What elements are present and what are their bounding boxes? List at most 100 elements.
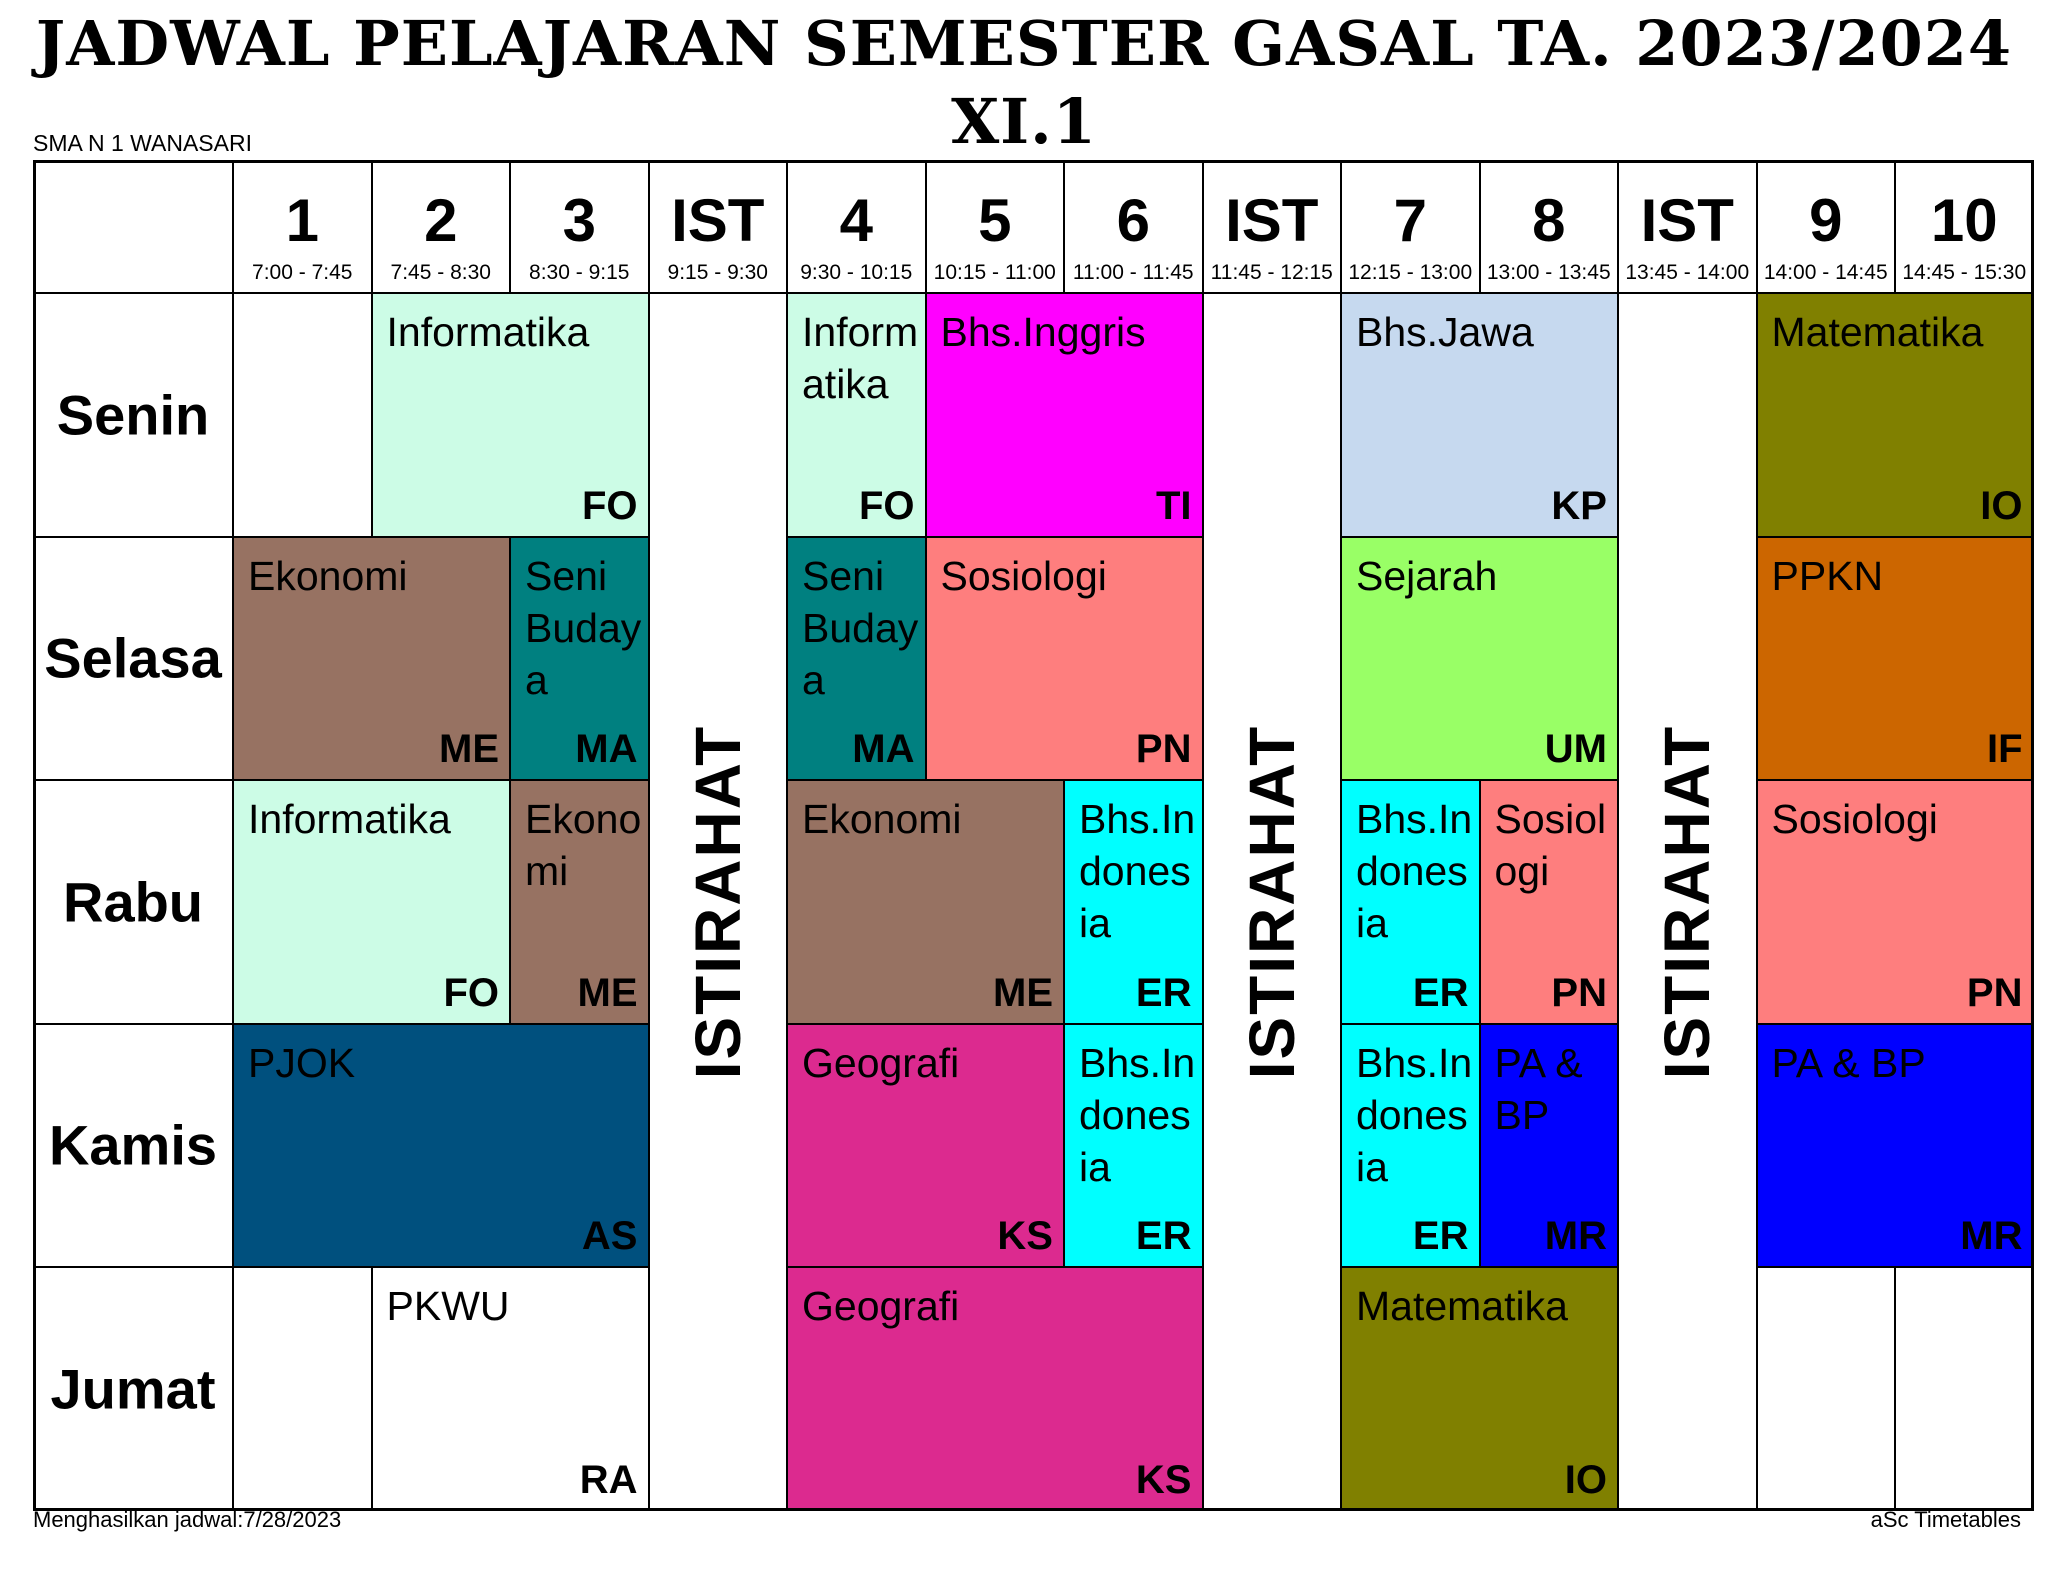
day-name: Selasa xyxy=(44,626,222,690)
lesson-teacher: FO xyxy=(858,483,915,528)
lesson-block[interactable]: Sosiologi PN xyxy=(1756,780,2034,1024)
period-time: 9:30 - 10:15 xyxy=(800,261,913,284)
period-time: 9:15 - 9:30 xyxy=(667,261,768,284)
period-time: 13:45 - 14:00 xyxy=(1625,261,1750,284)
lesson-block[interactable]: Sosiologi PN xyxy=(1479,780,1618,1024)
empty-slot xyxy=(1895,1267,2034,1511)
lesson-teacher: ME xyxy=(993,970,1053,1015)
lesson-subject: Bhs.Indonesia xyxy=(1079,1039,1196,1190)
lesson-block[interactable]: Ekonomi ME xyxy=(510,780,649,1024)
period-time: 14:45 - 15:30 xyxy=(1902,261,2027,284)
period-number: 8 xyxy=(1532,187,1566,254)
period-header: IST 11:45 - 12:15 xyxy=(1202,160,1341,293)
period-header: 8 13:00 - 13:45 xyxy=(1479,160,1618,293)
lesson-teacher: ME xyxy=(439,727,499,771)
period-number: IST xyxy=(1640,187,1734,254)
lesson-subject: Seni Budaya xyxy=(802,552,919,703)
lesson-block[interactable]: Informatika FO xyxy=(233,780,510,1024)
lesson-block[interactable]: PKWU RA xyxy=(371,1267,649,1511)
lesson-block[interactable]: Informatika FO xyxy=(787,293,926,537)
lesson-subject: Informatika xyxy=(248,796,451,842)
lesson-teacher: IF xyxy=(1986,727,2023,771)
lesson-teacher: ER xyxy=(1135,1214,1192,1258)
day-label-jumat: Jumat xyxy=(33,1267,233,1511)
lesson-subject: Seni Budaya xyxy=(525,552,642,703)
lesson-block[interactable]: PJOK AS xyxy=(233,1023,649,1267)
period-header: 3 8:30 - 9:15 xyxy=(510,160,649,293)
break-column: ISTIRAHAT xyxy=(648,293,787,1511)
lesson-block[interactable]: Geografi KS xyxy=(787,1267,1203,1511)
lesson-block[interactable]: Bhs.Indonesia ER xyxy=(1064,780,1203,1024)
lesson-block[interactable]: Sosiologi PN xyxy=(925,536,1203,780)
period-header: 5 10:15 - 11:00 xyxy=(925,160,1064,293)
period-time: 10:15 - 11:00 xyxy=(933,261,1056,284)
lesson-block[interactable]: Seni Budaya MA xyxy=(787,536,926,780)
lesson-block[interactable]: Bhs.Indonesia ER xyxy=(1064,1023,1203,1267)
lesson-block[interactable]: Matematika IO xyxy=(1756,293,2034,537)
lesson-teacher: PN xyxy=(1966,970,2023,1015)
lesson-block[interactable]: PPKN IF xyxy=(1756,536,2034,780)
lesson-subject: Sosiologi xyxy=(1771,796,1938,842)
lesson-teacher: PN xyxy=(1135,727,1192,771)
lesson-subject: Bhs.Indonesia xyxy=(1356,1039,1473,1190)
lesson-subject: Sejarah xyxy=(1356,552,1498,599)
period-time: 7:45 - 8:30 xyxy=(390,261,491,284)
lesson-block[interactable]: Bhs.Jawa KP xyxy=(1341,293,1618,537)
day-name: Kamis xyxy=(48,1113,218,1177)
lesson-teacher: AS xyxy=(581,1214,638,1258)
lesson-subject: PJOK xyxy=(248,1039,356,1086)
period-number: 5 xyxy=(978,187,1012,254)
lesson-teacher: PN xyxy=(1551,970,1607,1015)
lesson-subject: Ekonomi xyxy=(525,796,642,894)
period-time: 11:00 - 11:45 xyxy=(1072,261,1194,284)
lesson-teacher: MA xyxy=(575,727,638,771)
lesson-subject: PA & BP xyxy=(1494,1039,1583,1138)
lesson-block[interactable]: Ekonomi ME xyxy=(787,780,1064,1024)
lesson-block[interactable]: Seni Budaya MA xyxy=(510,536,649,780)
period-header: 6 11:00 - 11:45 xyxy=(1064,160,1203,293)
day-name: Jumat xyxy=(50,1357,216,1421)
period-time: 12:15 - 13:00 xyxy=(1348,261,1473,284)
lesson-teacher: RA xyxy=(579,1457,638,1502)
corner-cell xyxy=(33,160,233,293)
lesson-block[interactable]: Informatika FO xyxy=(371,293,649,537)
period-number: 4 xyxy=(839,187,873,254)
lesson-teacher: ER xyxy=(1412,1214,1469,1258)
lesson-block[interactable]: Bhs.Inggris TI xyxy=(925,293,1203,537)
school-name: SMA N 1 WANASARI xyxy=(33,130,252,156)
lesson-subject: Informatika xyxy=(802,309,919,407)
period-header: 4 9:30 - 10:15 xyxy=(787,160,926,293)
lesson-subject: PPKN xyxy=(1771,552,1884,599)
period-number: 9 xyxy=(1809,187,1843,254)
lesson-subject: Ekonomi xyxy=(248,552,408,599)
lesson-teacher: FO xyxy=(443,970,499,1015)
period-time: 13:00 - 13:45 xyxy=(1486,261,1611,284)
period-header: 2 7:45 - 8:30 xyxy=(371,160,510,293)
lesson-block[interactable]: Geografi KS xyxy=(787,1023,1064,1267)
day-name: Rabu xyxy=(63,870,203,934)
day-label-senin: Senin xyxy=(33,293,233,537)
page-title: JADWAL PELAJARAN SEMESTER GASAL TA. 2023… xyxy=(35,7,2013,80)
lesson-subject: Informatika xyxy=(386,309,590,355)
period-header: 9 14:00 - 14:45 xyxy=(1756,160,1895,293)
period-number: 2 xyxy=(424,187,458,254)
lesson-block[interactable]: Matematika IO xyxy=(1341,1267,1618,1511)
lesson-block[interactable]: Sejarah UM xyxy=(1341,536,1618,780)
lesson-subject: Bhs.Indonesia xyxy=(1079,796,1196,946)
empty-slot xyxy=(233,1267,372,1511)
period-time: 11:45 - 12:15 xyxy=(1210,261,1333,284)
lesson-teacher: ME xyxy=(577,970,638,1015)
lesson-teacher: MR xyxy=(1544,1214,1607,1258)
lesson-teacher: ER xyxy=(1412,970,1469,1015)
lesson-teacher: KP xyxy=(1551,483,1607,528)
lesson-block[interactable]: PA & BP MR xyxy=(1479,1023,1618,1267)
lesson-block[interactable]: PA & BP MR xyxy=(1756,1023,2034,1267)
lesson-teacher: IO xyxy=(1980,483,2023,528)
lesson-subject: Bhs.Inggris xyxy=(940,309,1146,355)
break-label: ISTIRAHAT xyxy=(681,724,754,1080)
lesson-block[interactable]: Bhs.Indonesia ER xyxy=(1341,1023,1480,1267)
lesson-block[interactable]: Bhs.Indonesia ER xyxy=(1341,780,1480,1024)
period-time: 14:00 - 14:45 xyxy=(1763,261,1888,284)
lesson-block[interactable]: Ekonomi ME xyxy=(233,536,510,780)
